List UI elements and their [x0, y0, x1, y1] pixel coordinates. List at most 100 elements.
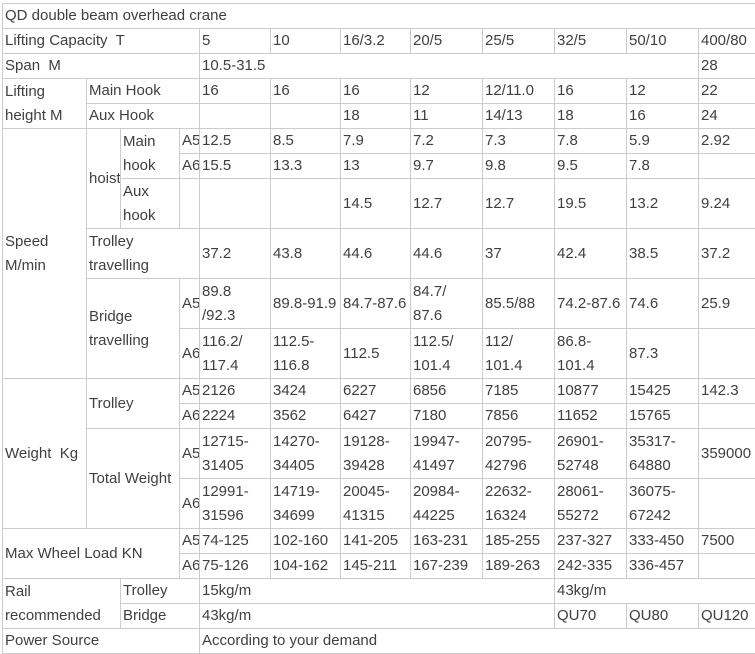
- bridge-travelling-label: Bridge travelling: [87, 279, 180, 379]
- trolley-travelling-label: Trolley travelling: [87, 229, 200, 279]
- weight-total-a5-value: 26901- 52748: [555, 429, 627, 479]
- height-main-value: 16: [555, 79, 627, 104]
- speed-main-a5-value: 2.92: [699, 129, 755, 154]
- crane-spec-table: QD double beam overhead crane Lifting Ca…: [2, 3, 755, 654]
- speed-aux-value: 12.7: [411, 179, 483, 229]
- a5-label: A5: [180, 279, 200, 329]
- speed-trolley-value: 44.6: [341, 229, 411, 279]
- a6-label: A6: [180, 329, 200, 379]
- speed-main-a5-value: 7.2: [411, 129, 483, 154]
- wheel-a6-value: [699, 554, 755, 579]
- speed-bridge-a5-value: 85.5/88: [483, 279, 555, 329]
- speed-main-a5-value: 7.3: [483, 129, 555, 154]
- hoist-aux-hook-label: Aux hook: [121, 179, 180, 229]
- height-aux-value: [271, 104, 341, 129]
- weight-trolley-a6-value: 11652: [555, 404, 627, 429]
- speed-main-a5-value: 5.9: [627, 129, 699, 154]
- table-title: QD double beam overhead crane: [3, 4, 755, 29]
- speed-main-a6-value: 9.5: [555, 154, 627, 179]
- speed-bridge-a6-value: [699, 329, 755, 379]
- height-aux-value: [200, 104, 271, 129]
- total-weight-label: Total Weight: [87, 429, 180, 529]
- speed-bridge-a5-value: 74.2-87.6: [555, 279, 627, 329]
- weight-trolley-a6-value: 2224: [200, 404, 271, 429]
- speed-trolley-value: 42.4: [555, 229, 627, 279]
- speed-main-a5-value: 7.8: [555, 129, 627, 154]
- height-main-value: 12: [627, 79, 699, 104]
- rail-bridge-label: Bridge: [121, 604, 200, 629]
- speed-bridge-a6-value: 116.2/ 117.4: [200, 329, 271, 379]
- weight-trolley-a5-value: 3424: [271, 379, 341, 404]
- height-aux-value: 18: [555, 104, 627, 129]
- speed-bridge-a5-value: 25.9: [699, 279, 755, 329]
- weight-total-a6-value: 22632- 16324: [483, 479, 555, 529]
- wheel-a5-value: 333-450: [627, 529, 699, 554]
- weight-trolley-a6-value: 6427: [341, 404, 411, 429]
- height-main-value: 16: [271, 79, 341, 104]
- lifting-height-aux-row: Aux Hook 18 11 14/13 18 16 24: [3, 104, 755, 129]
- a6-label: A6: [180, 154, 200, 179]
- wheel-a5-value: 185-255: [483, 529, 555, 554]
- wheel-a6-value: 75-126: [200, 554, 271, 579]
- capacity-value: 20/5: [411, 29, 483, 54]
- weight-total-a6-value: [699, 479, 755, 529]
- a5-label: A5: [180, 529, 200, 554]
- height-main-value: 12/11.0: [483, 79, 555, 104]
- speed-trolley-value: 38.5: [627, 229, 699, 279]
- speed-trolley-value: 43.8: [271, 229, 341, 279]
- weight-trolley-a5-value: 6227: [341, 379, 411, 404]
- weight-trolley-a6-value: 7856: [483, 404, 555, 429]
- speed-bridge-a5-value: 84.7-87.6: [341, 279, 411, 329]
- speed-bridge-a5-value: 89.8 /92.3: [200, 279, 271, 329]
- height-aux-value: 14/13: [483, 104, 555, 129]
- speed-bridge-a6-value: 86.8- 101.4: [555, 329, 627, 379]
- a6-label: A6: [180, 554, 200, 579]
- span-value-last: 28: [699, 54, 755, 79]
- speed-main-a6-value: 15.5: [200, 154, 271, 179]
- a6-label: A6: [180, 404, 200, 429]
- wheel-a5-value: 102-160: [271, 529, 341, 554]
- capacity-value: 32/5: [555, 29, 627, 54]
- weight-trolley-a6-value: 15765: [627, 404, 699, 429]
- wheel-a6-value: 242-335: [555, 554, 627, 579]
- rail-label: Rail recommended: [3, 579, 121, 629]
- rail-trolley-row: Rail recommended Trolley 15kg/m 43kg/m: [3, 579, 755, 604]
- speed-aux-value: [200, 179, 271, 229]
- speed-bridge-a6-value: 112.5- 116.8: [271, 329, 341, 379]
- wheel-load-label: Max Wheel Load KN: [3, 529, 180, 579]
- span-value: 10.5-31.5: [200, 54, 699, 79]
- wheel-a5-value: 141-205: [341, 529, 411, 554]
- height-main-value: 22: [699, 79, 755, 104]
- height-aux-value: 24: [699, 104, 755, 129]
- wheel-load-a5-row: Max Wheel Load KN A5 74-125 102-160 141-…: [3, 529, 755, 554]
- rail-qu-value: QU120: [699, 604, 755, 629]
- rail-bridge-left-value: 43kg/m: [200, 604, 555, 629]
- speed-main-a6-value: 9.8: [483, 154, 555, 179]
- wheel-a6-value: 145-211: [341, 554, 411, 579]
- speed-main-a5-value: 7.9: [341, 129, 411, 154]
- speed-bridge-a5-value: 84.7/ 87.6: [411, 279, 483, 329]
- hoist-main-hook-label: Main hook: [121, 129, 180, 179]
- wheel-a5-value: 237-327: [555, 529, 627, 554]
- weight-total-a5-value: 35317- 64880: [627, 429, 699, 479]
- weight-total-a5-value: 20795- 42796: [483, 429, 555, 479]
- weight-trolley-a5-value: 15425: [627, 379, 699, 404]
- weight-trolley-a5-value: 6856: [411, 379, 483, 404]
- a5-label: A5: [180, 379, 200, 404]
- speed-main-a6-value: 13: [341, 154, 411, 179]
- weight-total-a5-value: 12715- 31405: [200, 429, 271, 479]
- lifting-height-label: Lifting height M: [3, 79, 87, 129]
- speed-aux-value: 13.2: [627, 179, 699, 229]
- capacity-value: 5: [200, 29, 271, 54]
- speed-main-a5-value: 8.5: [271, 129, 341, 154]
- lifting-capacity-row: Lifting Capacity T 5 10 16/3.2 20/5 25/5…: [3, 29, 755, 54]
- speed-trolley-value: 37.2: [699, 229, 755, 279]
- a6-label: A6: [180, 479, 200, 529]
- weight-trolley-a5-value: 10877: [555, 379, 627, 404]
- speed-bridge-a6-value: 112.5/ 101.4: [411, 329, 483, 379]
- height-aux-value: 16: [627, 104, 699, 129]
- weight-total-a5-value: 19947- 41497: [411, 429, 483, 479]
- weight-trolley-a5-value: 7185: [483, 379, 555, 404]
- capacity-value: 16/3.2: [341, 29, 411, 54]
- speed-bridge-a5-value: 89.8-91.9: [271, 279, 341, 329]
